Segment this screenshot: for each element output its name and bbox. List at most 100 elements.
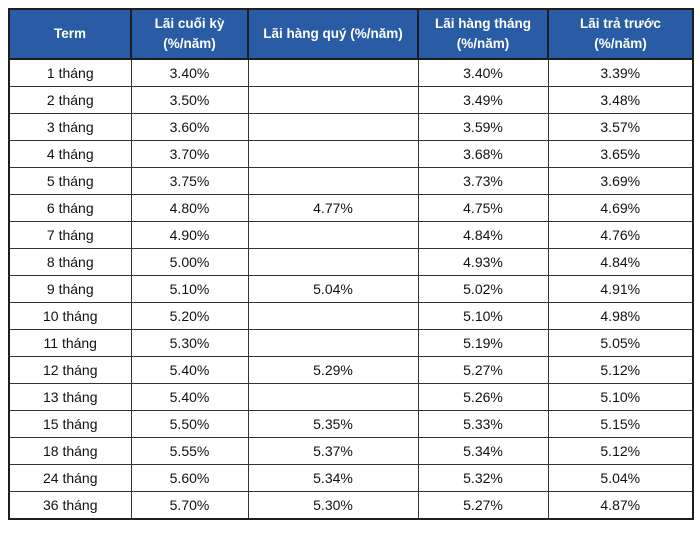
- rate-cell-tra-truoc: 4.84%: [547, 248, 694, 276]
- term-cell: 36 tháng: [8, 491, 132, 520]
- rate-cell-cuoi-ky: 5.50%: [130, 410, 249, 438]
- rate-cell-tra-truoc: 5.05%: [547, 329, 694, 357]
- rate-cell-hang-quy: [247, 58, 419, 87]
- table-row: 24 tháng 5.60% 5.34% 5.32% 5.04%: [8, 464, 694, 492]
- term-cell: 15 tháng: [8, 410, 132, 438]
- term-cell: 2 tháng: [8, 86, 132, 114]
- rate-cell-cuoi-ky: 3.50%: [130, 86, 249, 114]
- rates-page: Term Lãi cuối kỳ (%/năm) Lãi hàng quý (%…: [8, 8, 694, 520]
- header-lai-hang-thang: Lãi hàng tháng (%/năm): [417, 8, 549, 60]
- rate-cell-cuoi-ky: 5.55%: [130, 437, 249, 465]
- rate-cell-cuoi-ky: 3.60%: [130, 113, 249, 141]
- table-row: 13 tháng 5.40% 5.26% 5.10%: [8, 383, 694, 411]
- rate-cell-tra-truoc: 4.76%: [547, 221, 694, 249]
- rate-cell-tra-truoc: 3.48%: [547, 86, 694, 114]
- rate-cell-hang-thang: 3.40%: [417, 58, 549, 87]
- term-cell: 12 tháng: [8, 356, 132, 384]
- rate-cell-hang-quy: 5.04%: [247, 275, 419, 303]
- rate-cell-hang-thang: 5.32%: [417, 464, 549, 492]
- rate-cell-cuoi-ky: 3.40%: [130, 58, 249, 87]
- term-cell: 11 tháng: [8, 329, 132, 357]
- rate-cell-hang-thang: 5.19%: [417, 329, 549, 357]
- rate-cell-hang-quy: 5.30%: [247, 491, 419, 520]
- rate-cell-tra-truoc: 5.12%: [547, 356, 694, 384]
- rate-cell-tra-truoc: 3.69%: [547, 167, 694, 195]
- rate-cell-hang-quy: [247, 113, 419, 141]
- rate-cell-cuoi-ky: 5.30%: [130, 329, 249, 357]
- rate-cell-cuoi-ky: 4.80%: [130, 194, 249, 222]
- rate-cell-tra-truoc: 3.39%: [547, 58, 694, 87]
- header-lai-hang-quy: Lãi hàng quý (%/năm): [247, 8, 419, 60]
- rate-cell-hang-thang: 5.26%: [417, 383, 549, 411]
- rate-cell-tra-truoc: 5.04%: [547, 464, 694, 492]
- table-row: 36 tháng 5.70% 5.30% 5.27% 4.87%: [8, 491, 694, 520]
- rate-cell-cuoi-ky: 3.75%: [130, 167, 249, 195]
- rate-cell-tra-truoc: 3.57%: [547, 113, 694, 141]
- rate-cell-tra-truoc: 4.69%: [547, 194, 694, 222]
- rate-cell-cuoi-ky: 3.70%: [130, 140, 249, 168]
- rate-cell-tra-truoc: 4.91%: [547, 275, 694, 303]
- rate-cell-hang-thang: 5.02%: [417, 275, 549, 303]
- rate-cell-hang-quy: [247, 86, 419, 114]
- rate-cell-hang-quy: 4.77%: [247, 194, 419, 222]
- term-cell: 10 tháng: [8, 302, 132, 330]
- table-row: 8 tháng 5.00% 4.93% 4.84%: [8, 248, 694, 276]
- rate-cell-hang-thang: 3.73%: [417, 167, 549, 195]
- rate-cell-tra-truoc: 5.10%: [547, 383, 694, 411]
- rate-cell-hang-quy: [247, 329, 419, 357]
- table-row: 12 tháng 5.40% 5.29% 5.27% 5.12%: [8, 356, 694, 384]
- rate-cell-hang-quy: [247, 221, 419, 249]
- term-cell: 5 tháng: [8, 167, 132, 195]
- rate-cell-cuoi-ky: 4.90%: [130, 221, 249, 249]
- rate-cell-cuoi-ky: 5.70%: [130, 491, 249, 520]
- rate-cell-hang-thang: 4.75%: [417, 194, 549, 222]
- rate-cell-tra-truoc: 4.87%: [547, 491, 694, 520]
- term-cell: 1 tháng: [8, 58, 132, 87]
- rate-cell-hang-thang: 5.27%: [417, 356, 549, 384]
- rate-cell-tra-truoc: 3.65%: [547, 140, 694, 168]
- rate-cell-tra-truoc: 5.12%: [547, 437, 694, 465]
- table-body: 1 tháng 3.40% 3.40% 3.39% 2 tháng 3.50% …: [8, 58, 694, 520]
- rate-cell-cuoi-ky: 5.10%: [130, 275, 249, 303]
- deposit-rates-table: Term Lãi cuối kỳ (%/năm) Lãi hàng quý (%…: [8, 8, 694, 520]
- table-row: 11 tháng 5.30% 5.19% 5.05%: [8, 329, 694, 357]
- term-cell: 3 tháng: [8, 113, 132, 141]
- header-term: Term: [8, 8, 132, 60]
- table-header: Term Lãi cuối kỳ (%/năm) Lãi hàng quý (%…: [8, 8, 694, 60]
- table-row: 18 tháng 5.55% 5.37% 5.34% 5.12%: [8, 437, 694, 465]
- rate-cell-hang-thang: 5.33%: [417, 410, 549, 438]
- rate-cell-hang-thang: 5.27%: [417, 491, 549, 520]
- rate-cell-hang-quy: [247, 302, 419, 330]
- table-row: 10 tháng 5.20% 5.10% 4.98%: [8, 302, 694, 330]
- rate-cell-tra-truoc: 4.98%: [547, 302, 694, 330]
- rate-cell-hang-quy: [247, 248, 419, 276]
- term-cell: 6 tháng: [8, 194, 132, 222]
- rate-cell-cuoi-ky: 5.40%: [130, 383, 249, 411]
- table-row: 15 tháng 5.50% 5.35% 5.33% 5.15%: [8, 410, 694, 438]
- header-lai-cuoi-ky: Lãi cuối kỳ (%/năm): [130, 8, 249, 60]
- table-row: 7 tháng 4.90% 4.84% 4.76%: [8, 221, 694, 249]
- rate-cell-hang-thang: 5.34%: [417, 437, 549, 465]
- rate-cell-hang-quy: 5.35%: [247, 410, 419, 438]
- rate-cell-cuoi-ky: 5.20%: [130, 302, 249, 330]
- rate-cell-hang-quy: [247, 383, 419, 411]
- rate-cell-cuoi-ky: 5.60%: [130, 464, 249, 492]
- rate-cell-hang-quy: 5.37%: [247, 437, 419, 465]
- header-row: Term Lãi cuối kỳ (%/năm) Lãi hàng quý (%…: [8, 8, 694, 60]
- table-row: 9 tháng 5.10% 5.04% 5.02% 4.91%: [8, 275, 694, 303]
- table-row: 1 tháng 3.40% 3.40% 3.39%: [8, 58, 694, 87]
- term-cell: 9 tháng: [8, 275, 132, 303]
- rate-cell-hang-quy: 5.29%: [247, 356, 419, 384]
- rate-cell-hang-thang: 5.10%: [417, 302, 549, 330]
- table-row: 5 tháng 3.75% 3.73% 3.69%: [8, 167, 694, 195]
- rate-cell-cuoi-ky: 5.00%: [130, 248, 249, 276]
- term-cell: 18 tháng: [8, 437, 132, 465]
- rate-cell-hang-quy: [247, 140, 419, 168]
- rate-cell-tra-truoc: 5.15%: [547, 410, 694, 438]
- table-row: 4 tháng 3.70% 3.68% 3.65%: [8, 140, 694, 168]
- term-cell: 24 tháng: [8, 464, 132, 492]
- table-row: 6 tháng 4.80% 4.77% 4.75% 4.69%: [8, 194, 694, 222]
- table-row: 2 tháng 3.50% 3.49% 3.48%: [8, 86, 694, 114]
- rate-cell-hang-thang: 3.49%: [417, 86, 549, 114]
- rate-cell-hang-thang: 4.84%: [417, 221, 549, 249]
